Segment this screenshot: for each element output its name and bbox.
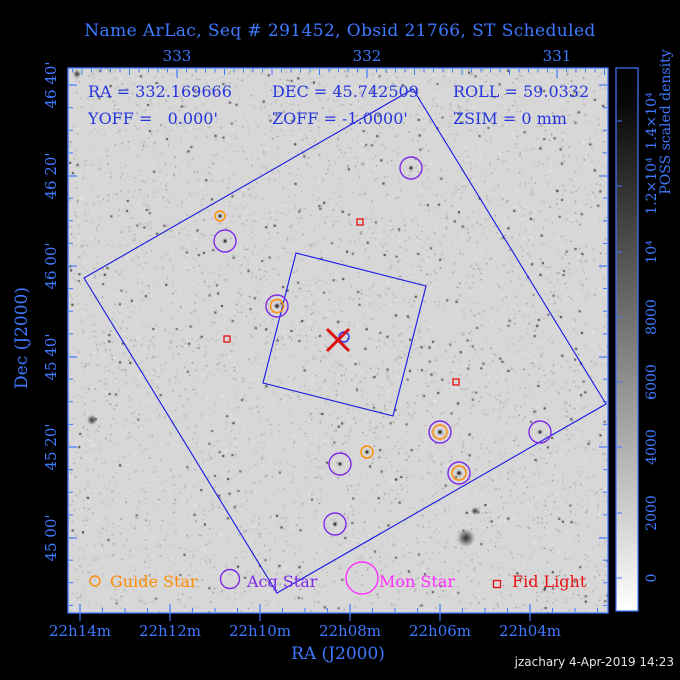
target-x-marker	[325, 327, 351, 353]
legend-item-fid-light: Fid Light	[492, 572, 587, 591]
bottom-tick-label: 22h12m	[139, 622, 201, 640]
left-tick-label: 46 40'	[42, 61, 60, 108]
legend-label: Mon Star	[379, 572, 455, 591]
x-axis-label: RA (J2000)	[291, 644, 385, 664]
bottom-tick-label: 22h04m	[499, 622, 561, 640]
legend-label: Acq Star	[246, 572, 318, 591]
top-axis-ticks	[72, 69, 605, 75]
bottom-tick-label: 22h14m	[49, 622, 111, 640]
acq-star-marker	[328, 452, 352, 476]
annotation-dec: DEC = 45.742509	[272, 82, 419, 101]
aimpoint-fov-outline	[262, 252, 427, 417]
plot-title: Name ArLac, Seq # 291452, Obsid 21766, S…	[84, 21, 596, 41]
legend-item-guide-star: Guide Star	[89, 572, 198, 591]
left-tick-label: 45 40'	[42, 333, 60, 380]
guide-star-marker	[269, 298, 285, 314]
colorbar-tick-label: 8000	[644, 299, 660, 335]
legend-fid-light-icon	[492, 579, 502, 589]
legend-label: Guide Star	[110, 572, 198, 591]
guide-star-marker	[360, 445, 374, 459]
colorbar-tick-label: 10⁴	[644, 240, 660, 264]
colorbar-title: POSS scaled density	[658, 49, 674, 194]
y-axis-label: Dec (J2000)	[12, 287, 32, 389]
acq-star-marker	[213, 229, 237, 253]
colorbar-tick-label: 0	[644, 574, 660, 583]
left-tick-label: 45 00'	[42, 514, 60, 561]
acq-star-marker	[447, 461, 471, 485]
annotation-ra: RA = 332.169666	[88, 82, 232, 101]
guide-star-marker	[432, 424, 448, 440]
colorbar-tick-label: 2000	[644, 495, 660, 531]
bottom-tick-label: 22h08m	[319, 622, 381, 640]
fid-light-marker	[223, 335, 231, 343]
annotation-zsim: ZSIM = 0 mm	[453, 109, 567, 128]
guide-star-marker	[214, 210, 226, 222]
bottom-tick-label: 22h10m	[229, 622, 291, 640]
legend-item-acq-star: Acq Star	[219, 568, 318, 591]
acq-star-marker	[323, 512, 347, 536]
left-tick-label: 45 20'	[42, 423, 60, 470]
fid-light-marker	[452, 378, 460, 386]
annotation-zoff: ZOFF = -1.0000'	[272, 109, 408, 128]
top-tick-label: 333	[163, 47, 192, 65]
top-tick-label: 331	[543, 47, 572, 65]
acq-star-marker	[399, 156, 423, 180]
guide-star-marker	[451, 465, 467, 481]
acq-star-marker	[265, 294, 289, 318]
legend-label: Fid Light	[512, 572, 587, 591]
legend-mon-star-icon	[345, 561, 379, 595]
left-tick-label: 46 20'	[42, 152, 60, 199]
colorbar-tick-label: 1.2×10⁴	[644, 157, 660, 215]
acq-star-marker	[528, 420, 552, 444]
annotation-roll: ROLL = 59.0332	[453, 82, 590, 101]
legend-guide-star-icon	[89, 575, 101, 587]
colorbar	[616, 68, 638, 611]
colorbar-tick-label: 1.4×10⁴	[644, 92, 660, 150]
colorbar-tick-label: 6000	[644, 364, 660, 400]
outer-fov-outline	[83, 88, 607, 594]
top-tick-label: 332	[353, 47, 382, 65]
colorbar-frame	[615, 67, 639, 612]
legend-acq-star-icon	[219, 568, 241, 590]
annotation-yoff: YOFF = 0.000'	[88, 109, 218, 128]
colorbar-tick-label: 4000	[644, 429, 660, 465]
plot-frame	[67, 67, 609, 614]
legend-item-mon-star: Mon Star	[345, 561, 455, 595]
acq-star-marker	[428, 420, 452, 444]
fid-light-marker	[356, 218, 364, 226]
bottom-tick-label: 22h06m	[409, 622, 471, 640]
credit-text: jzachary 4-Apr-2019 14:23	[514, 655, 674, 669]
left-tick-label: 46 00'	[42, 242, 60, 289]
